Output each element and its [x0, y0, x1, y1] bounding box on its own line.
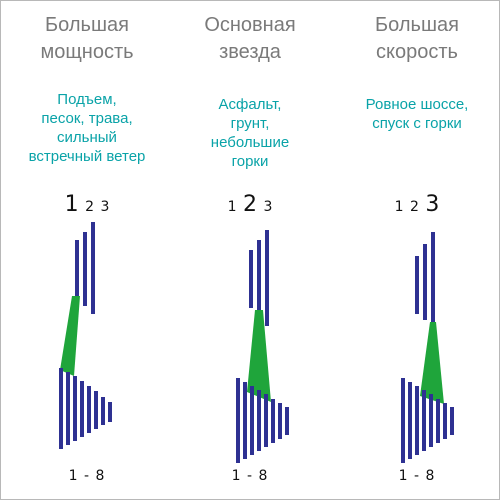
cassette-bar — [87, 386, 91, 433]
cassette-bars — [401, 378, 454, 463]
cassette-bar — [257, 390, 261, 451]
chainring-label-3: 3 — [100, 199, 110, 215]
cassette-bar — [236, 378, 240, 463]
cassette-bar — [415, 386, 419, 455]
cassette-bars — [59, 368, 112, 449]
chainring-bar — [83, 232, 87, 306]
gear-diagram — [236, 230, 289, 463]
chainring-label-1: 1 — [64, 192, 79, 217]
column-main-chainring: Основная звезда Асфальт, грунт, небольши… — [167, 0, 333, 500]
chainring-bars — [75, 222, 95, 314]
cassette-bar — [94, 391, 98, 429]
cassette-bar — [250, 386, 254, 455]
column-high-speed: Большая скорость Ровное шоссе, спуск с г… — [334, 0, 500, 500]
chainring-bar — [249, 250, 253, 308]
chainring-label-2: 2 — [243, 192, 257, 217]
gear-diagram — [59, 222, 112, 449]
chainring-label-1: 1 — [227, 199, 237, 215]
chainring-label-1: 1 — [394, 199, 404, 215]
cassette-bar — [278, 403, 282, 439]
cassette-bar — [73, 376, 77, 441]
chainring-labels: 1 2 3 — [167, 192, 333, 217]
cassette-bar — [80, 381, 84, 437]
chainring-bars — [415, 232, 435, 328]
chainring-bars — [249, 230, 269, 326]
chain-line — [247, 310, 271, 402]
cassette-bar — [271, 399, 275, 443]
chainring-bar — [257, 240, 261, 316]
cassette-bar — [422, 390, 426, 451]
cassette-bar — [436, 399, 440, 443]
column-title: Большая мощность — [40, 14, 134, 63]
column-title: Основная звезда — [204, 14, 296, 63]
column-description: Ровное шоссе, спуск с горки — [365, 96, 469, 132]
cassette-range-label: 1 - 8 — [68, 468, 106, 484]
cassette-bar — [450, 407, 454, 435]
cassette-bar — [108, 402, 112, 422]
chainring-bar — [75, 240, 79, 298]
cassette-bar — [429, 394, 433, 447]
chainring-labels: 1 2 3 — [4, 192, 170, 217]
cassette-bar — [401, 378, 405, 463]
chain-line — [60, 296, 80, 376]
chainring-bar — [415, 256, 419, 314]
chainring-labels: 1 2 3 — [334, 192, 500, 217]
cassette-bars — [236, 378, 289, 463]
column-high-power: Большая мощность Подъем, песок, трава, с… — [4, 0, 170, 500]
cassette-bar — [66, 372, 70, 445]
chainring-bar — [265, 230, 269, 326]
cassette-bar — [264, 394, 268, 447]
column-title: Большая скорость — [375, 14, 459, 63]
chainring-bar — [431, 232, 435, 328]
chainring-bar — [91, 222, 95, 314]
chain-line — [420, 322, 444, 404]
chainring-label-2: 2 — [410, 199, 419, 215]
cassette-range-label: 1 - 8 — [398, 468, 436, 484]
cassette-bar — [285, 407, 289, 435]
gear-diagram — [401, 232, 454, 463]
cassette-bar — [59, 368, 63, 449]
cassette-bar — [408, 382, 412, 459]
chainring-label-3: 3 — [263, 199, 273, 215]
cassette-bar — [443, 403, 447, 439]
cassette-bar — [101, 397, 105, 425]
column-description: Подъем, песок, трава, сильный встречный … — [28, 91, 146, 165]
chainring-bar — [423, 244, 427, 320]
chainring-label-2: 2 — [85, 199, 94, 215]
column-description: Асфальт, грунт, небольшие горки — [210, 96, 290, 170]
cassette-range-label: 1 - 8 — [231, 468, 269, 484]
chainring-label-3: 3 — [425, 192, 440, 217]
cassette-bar — [243, 382, 247, 459]
